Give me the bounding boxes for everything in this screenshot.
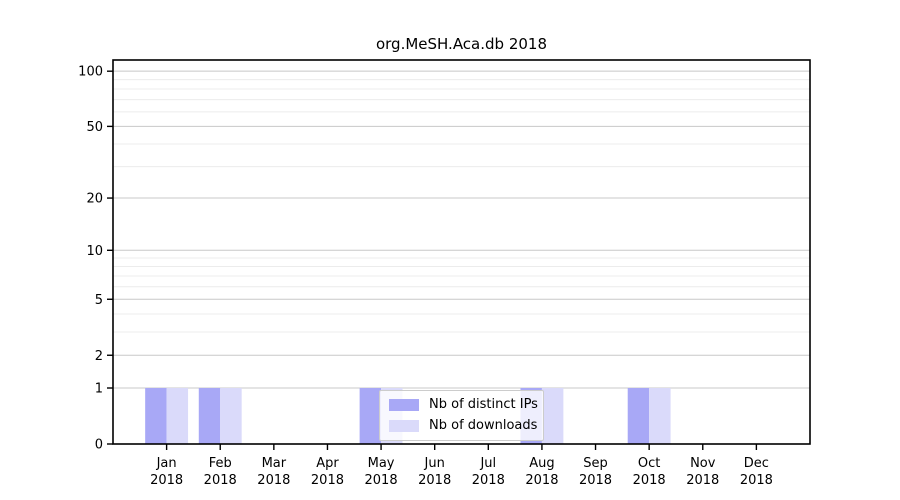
chart-title: org.MeSH.Aca.db 2018 — [375, 35, 548, 53]
legend-swatch-distinct-ips — [389, 399, 419, 411]
axes-frame — [112, 59, 811, 445]
bar-oct-downloads — [649, 388, 671, 444]
x-tick-label-year: 2018 — [311, 473, 344, 488]
x-tick-label-year: 2018 — [579, 473, 612, 488]
y-tick-label: 2 — [95, 349, 103, 364]
x-tick-label-year: 2018 — [418, 473, 451, 488]
x-tick-label-year: 2018 — [257, 473, 290, 488]
bar-jan-ips — [145, 388, 167, 444]
x-tick-label-year: 2018 — [633, 473, 666, 488]
bar-jan-downloads — [166, 388, 189, 444]
x-tick-label-year: 2018 — [686, 473, 719, 488]
x-tick-label-year: 2018 — [525, 473, 558, 488]
x-tick-label-month: May — [368, 456, 395, 471]
x-tick-label-year: 2018 — [204, 473, 237, 488]
legend-swatch-downloads — [389, 420, 419, 432]
x-tick-label-year: 2018 — [365, 473, 398, 488]
legend-label-distinct-ips: Nb of distinct IPs — [429, 397, 538, 412]
bar-aug-downloads — [541, 388, 564, 444]
x-tick-label-month: Sep — [583, 456, 608, 471]
x-tick-label-month: Mar — [262, 456, 287, 471]
bar-may-ips — [359, 388, 382, 444]
x-tick-label-month: Feb — [209, 456, 232, 471]
bar-feb-downloads — [220, 388, 242, 444]
bar-oct-ips — [627, 388, 650, 444]
x-tick-label-year: 2018 — [472, 473, 505, 488]
x-tick-label-year: 2018 — [740, 473, 773, 488]
x-tick-label-month: Jun — [424, 456, 445, 471]
legend: Nb of distinct IPs Nb of downloads — [379, 390, 544, 441]
legend-label-downloads: Nb of downloads — [429, 418, 538, 433]
x-tick-label-month: Nov — [690, 456, 716, 471]
y-tick-label: 1 — [95, 382, 103, 397]
y-tick-label: 20 — [86, 192, 103, 207]
y-tick-label: 50 — [86, 120, 103, 135]
x-tick-label-month: Dec — [744, 456, 769, 471]
x-tick-label-month: Jan — [156, 456, 177, 471]
legend-item-downloads: Nb of downloads — [389, 418, 538, 434]
bar-feb-ips — [198, 388, 221, 444]
x-tick-label-month: Aug — [529, 456, 554, 471]
x-tick-label-year: 2018 — [150, 473, 183, 488]
y-tick-label: 100 — [78, 65, 103, 80]
y-tick-label: 0 — [95, 438, 103, 453]
y-tick-label: 5 — [95, 293, 103, 308]
y-tick-label: 10 — [86, 244, 103, 259]
x-tick-label-month: Oct — [638, 456, 660, 471]
legend-item-distinct-ips: Nb of distinct IPs — [389, 397, 538, 413]
x-tick-label-month: Jul — [479, 456, 496, 471]
x-tick-label-month: Apr — [316, 456, 339, 471]
